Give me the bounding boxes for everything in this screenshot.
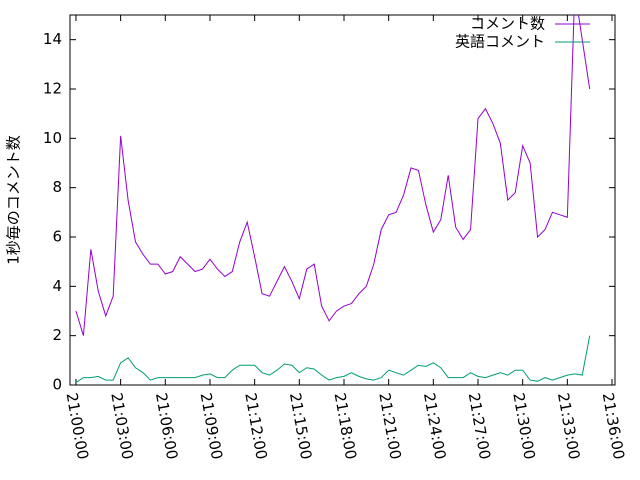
x-tick-label: 21:30:00 [509, 391, 538, 460]
legend-label: 英語コメント [455, 33, 545, 51]
plot-area [75, 15, 591, 383]
x-tick-label: 21:27:00 [465, 391, 494, 460]
x-tick-label: 21:18:00 [331, 391, 360, 460]
y-tick-label: 8 [52, 178, 62, 196]
x-tick-label: 21:36:00 [599, 391, 628, 460]
x-tick-label: 21:21:00 [375, 391, 404, 460]
y-tick-label: 2 [52, 326, 62, 344]
y-tick-label: 6 [52, 228, 62, 246]
x-tick-label: 21:03:00 [107, 391, 136, 460]
series-line [75, 335, 591, 383]
y-tick-label: 0 [52, 376, 62, 394]
y-tick-label: 4 [52, 277, 62, 295]
x-tick-label: 21:24:00 [420, 391, 449, 460]
plot-frame [69, 14, 616, 386]
x-tick-label: 21:15:00 [286, 391, 315, 460]
legend-label: コメント数 [470, 15, 545, 33]
x-tick-label: 21:09:00 [197, 391, 226, 460]
x-tick-label: 21:12:00 [241, 391, 270, 460]
series-line [75, 15, 591, 336]
y-tick-label: 10 [43, 129, 62, 147]
x-tick-label: 21:33:00 [554, 391, 583, 460]
x-tick-label: 21:00:00 [63, 391, 92, 460]
y-tick-label: 12 [43, 80, 62, 98]
y-axis-label: 1秒毎のコメント数 [5, 135, 23, 265]
y-tick-label: 14 [43, 30, 62, 48]
x-tick-label: 21:06:00 [152, 391, 181, 460]
